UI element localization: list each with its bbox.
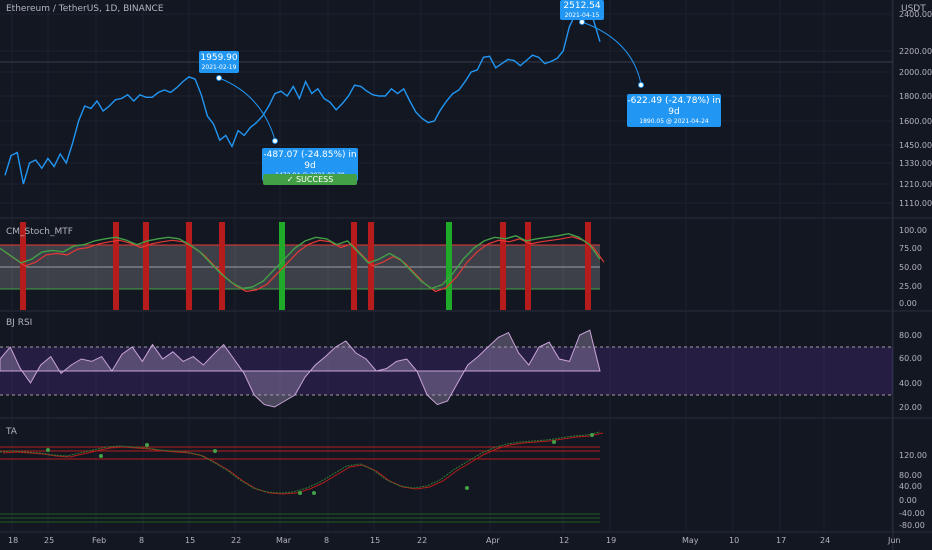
drop2-detail: 1890.05 @ 2021-04-24: [639, 117, 709, 125]
stoch-bar: [279, 222, 285, 310]
time-axis-label: 8: [139, 536, 144, 545]
ta-signal-dot: [465, 486, 469, 490]
peak2-callout: 2512.54 2021-04-15: [560, 0, 604, 20]
time-axis-label: 15: [185, 536, 195, 545]
time-axis-label: Mar: [276, 536, 292, 545]
ta-tick-label: -80.00: [899, 521, 925, 530]
ta-tick-label: 40.00: [899, 482, 922, 491]
price-tick-label: 1210.00: [899, 180, 932, 189]
rsi-title: BJ RSI: [6, 318, 33, 328]
time-axis-label: 22: [231, 536, 241, 545]
time-axis-label: 10: [729, 536, 739, 545]
price-tick-label: 1800.00: [899, 92, 932, 101]
price-tick-label: 1600.00: [899, 117, 932, 126]
ta-signal-dot: [590, 433, 594, 437]
stoch-bar: [143, 222, 149, 310]
stoch-tick-label: 25.00: [899, 282, 922, 291]
time-axis-label: 18: [8, 536, 18, 545]
rsi-tick-label: 40.00: [899, 379, 922, 388]
stoch-bar: [525, 222, 531, 310]
ta-tick-label: 0.00: [899, 496, 917, 505]
time-axis-label: 12: [559, 536, 569, 545]
stoch-bar: [351, 222, 357, 310]
drop2-marker: [638, 82, 644, 88]
drop1-change: -487.07 (-24.85%) in 9d: [263, 150, 357, 171]
ta-signal-dot: [552, 440, 556, 444]
drop2-arc: [581, 21, 642, 85]
success-badge: ✓ SUCCESS: [263, 174, 357, 185]
peak1-date: 2021-02-19: [201, 63, 237, 71]
stoch-tick-label: 50.00: [899, 263, 922, 272]
ta-signal-dot: [213, 449, 217, 453]
price-tick-label: 1330.00: [899, 159, 932, 168]
time-axis-label: Apr: [486, 536, 501, 545]
stoch-bar: [446, 222, 452, 310]
peak1-price: 1959.90: [200, 53, 238, 63]
ta-title: TA: [6, 427, 17, 437]
peak2-marker: [579, 19, 585, 25]
rsi-tick-label: 20.00: [899, 403, 922, 412]
stoch-pane: [0, 222, 605, 310]
stoch-bar: [500, 222, 506, 310]
ta-signal-dot: [99, 454, 103, 458]
peak1-marker: [216, 75, 222, 81]
ta-tick-label: 80.00: [899, 471, 922, 480]
ta-signal-dot: [46, 448, 50, 452]
price-tick-label: 1450.00: [899, 141, 932, 150]
rsi-pane: [0, 329, 893, 408]
rsi-line: [0, 329, 601, 408]
time-axis-label: Feb: [92, 536, 106, 545]
time-axis-label: 25: [44, 536, 54, 545]
stoch-title: CM_Stoch_MTF: [6, 227, 73, 237]
stoch-bar: [113, 222, 119, 310]
ta-signal-dot: [145, 443, 149, 447]
stoch-bar: [219, 222, 225, 310]
ta-line-red: [2, 432, 604, 495]
price-tick-label: 2000.00: [899, 68, 932, 77]
peak2-date: 2021-04-15: [564, 11, 600, 19]
stoch-k-line: [0, 232, 601, 290]
price-tick-label: 2200.00: [899, 47, 932, 56]
stoch-bar: [368, 222, 374, 310]
stoch-tick-label: 100.00: [899, 226, 927, 235]
drop1-arc: [218, 77, 276, 141]
stoch-tick-label: 75.00: [899, 244, 922, 253]
time-axis-label: 19: [606, 536, 616, 545]
ta-signal-dot: [312, 491, 316, 495]
price-tick-label: 1110.00: [899, 199, 932, 208]
time-axis-label: 24: [820, 536, 830, 545]
time-axis-label: May: [682, 536, 699, 545]
symbol-title: Ethereum / TetherUS, 1D, BINANCE: [6, 4, 164, 14]
ta-pane: [0, 431, 604, 523]
time-axis-label: 17: [776, 536, 786, 545]
price-tick-label: 2400.00: [899, 10, 932, 19]
drop2-change: -622.49 (-24.78%) in 9d: [627, 96, 721, 117]
rsi-tick-label: 80.00: [899, 331, 922, 340]
ta-tick-label: -40.00: [899, 509, 925, 518]
ta-tick-label: 120.00: [899, 451, 927, 460]
ta-signal-dot: [298, 491, 302, 495]
drop2-callout: -622.49 (-24.78%) in 9d 1890.05 @ 2021-0…: [627, 94, 721, 127]
time-axis-label: Jun: [887, 536, 901, 545]
price-line: [4, 0, 601, 185]
stoch-bar: [585, 222, 591, 310]
stoch-tick-label: 0.00: [899, 299, 917, 308]
drop1-marker: [272, 138, 278, 144]
peak2-price: 2512.54: [563, 1, 601, 11]
peak1-callout: 1959.90 2021-02-19: [199, 51, 239, 73]
time-axis-label: 8: [324, 536, 329, 545]
time-axis-label: 22: [417, 536, 427, 545]
ta-line-green: [0, 431, 601, 494]
currency-label: USDT: [901, 4, 926, 14]
axes: 18 25 Feb 8 15 22 Mar 8 15 22 Apr 12 19 May 10 17 24 Jun 2…: [8, 10, 932, 545]
rsi-tick-label: 60.00: [899, 354, 922, 363]
stoch-d-line: [3, 236, 605, 293]
time-axis-label: 15: [370, 536, 380, 545]
stoch-bar: [20, 222, 26, 310]
stoch-bar: [186, 222, 192, 310]
main-price-pane: [0, 0, 893, 185]
